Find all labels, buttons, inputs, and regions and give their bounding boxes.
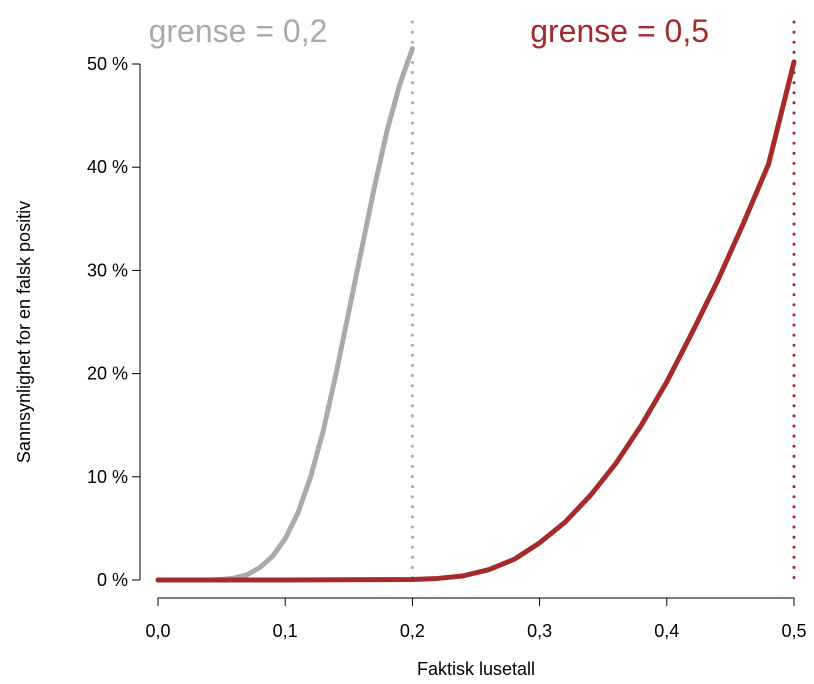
x-tick-label: 0,5: [781, 621, 806, 641]
series-annotations: grense = 0,2 grense = 0,5: [149, 13, 709, 49]
y-tick-label: 40 %: [87, 157, 128, 177]
x-tick-label: 0,3: [527, 621, 552, 641]
x-tick-label: 0,1: [273, 621, 298, 641]
y-tick-label: 20 %: [87, 364, 128, 384]
y-tick-label: 50 %: [87, 54, 128, 74]
y-tick-label: 30 %: [87, 260, 128, 280]
series-line: [155, 46, 415, 583]
x-tick-label: 0,4: [654, 621, 679, 641]
series-line: [155, 59, 797, 583]
x-tick-label: 0,0: [145, 621, 170, 641]
y-axis-title: Sannsynlighet for en falsk positiv: [14, 201, 34, 463]
threshold-lines: [410, 20, 796, 582]
series-label: grense = 0,5: [530, 13, 709, 49]
series-label: grense = 0,2: [149, 13, 328, 49]
x-axis-title: Faktisk lusetall: [417, 659, 535, 679]
series-lines: [155, 46, 797, 583]
x-tick-label: 0,2: [400, 621, 425, 641]
x-axis: 0,0 0,1 0,2 0,3 0,4 0,5: [145, 597, 807, 641]
y-axis: 0 % 10 % 20 % 30 % 40 % 50 %: [87, 54, 141, 590]
y-tick-label: 0 %: [97, 570, 128, 590]
y-tick-label: 10 %: [87, 467, 128, 487]
